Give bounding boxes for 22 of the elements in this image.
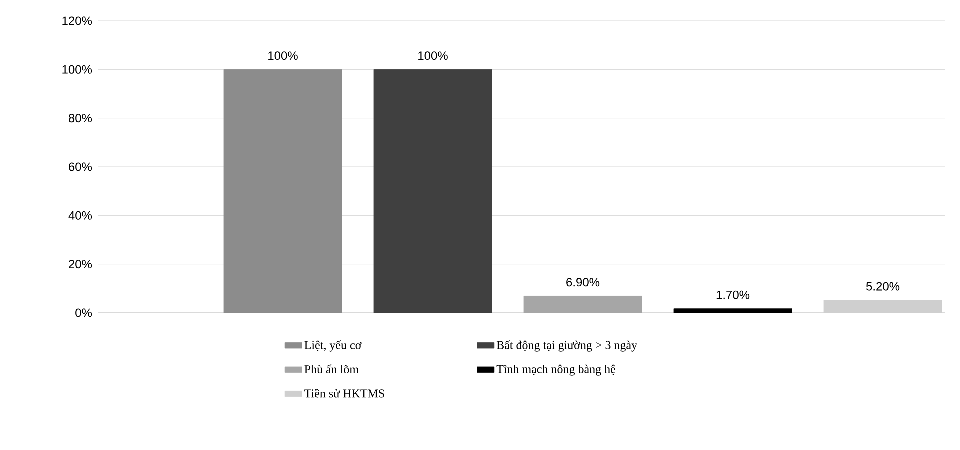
data-label: 100% [268,52,298,60]
y-tick-label: 0% [76,308,92,318]
y-tick-label: 60% [69,162,92,172]
bar [224,69,342,314]
bar [524,296,642,314]
bar [824,300,942,314]
legend-label: Phù ấn lõm [304,364,359,374]
y-tick-label: 40% [68,211,92,220]
y-tick-label: 120% [62,16,92,26]
bar [374,69,492,314]
legend-label: Bất động tại giường > 3 ngày [496,340,638,352]
y-tick-label: 100% [62,65,92,74]
bar [674,308,792,314]
y-tick-label: 80% [68,114,92,123]
y-tick-label: 20% [69,260,92,269]
legend-label: Tiền sử HKTMS [304,388,384,398]
legend-label: Tĩnh mạch nông bàng hệ [496,364,616,376]
legend-label: Liệt, yếu cơ [304,340,362,352]
data-label: 100% [418,52,448,60]
data-label: 5.20% [866,282,900,291]
data-label: 6.90% [566,278,600,287]
data-label: 1.70% [716,290,750,300]
